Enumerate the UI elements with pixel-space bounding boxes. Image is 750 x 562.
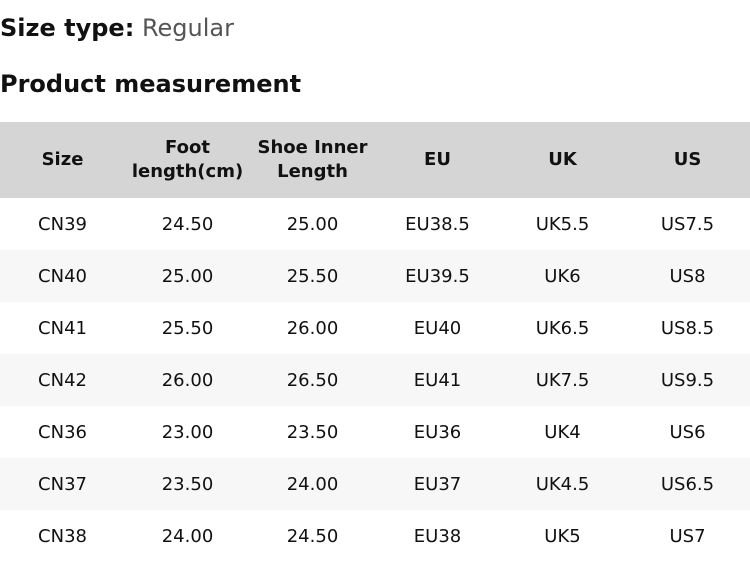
column-header: Foot length(cm) [125, 122, 250, 198]
table-cell: UK4 [544, 421, 581, 443]
table-cell: 23.50 [286, 421, 339, 443]
table-cell: CN42 [0, 354, 125, 406]
table-cell: 24.00 [161, 525, 214, 547]
table-cell: EU38.5 [405, 213, 470, 235]
column-header: Size [0, 122, 125, 198]
table-cell: 25.50 [250, 250, 375, 302]
size-type-label: Size type: [0, 14, 135, 42]
table-cell: US8.5 [660, 317, 715, 339]
section-title: Product measurement [0, 70, 302, 98]
table-cell: UK6 [500, 250, 625, 302]
table-cell: EU38 [413, 525, 462, 547]
table-cell: 26.00 [125, 354, 250, 406]
table-cell: 23.50 [125, 458, 250, 510]
size-chart-table: Size Foot length(cm) Shoe Inner Length EU UK… [0, 122, 750, 562]
table-cell: EU37 [375, 458, 500, 510]
table-cell: 26.00 [286, 317, 339, 339]
table-row: CN36 23.00 23.50 EU36 UK4 US6 [0, 406, 750, 458]
table-header-row: Size Foot length(cm) Shoe Inner Length EU UK… [0, 122, 750, 198]
table-row: CN40 25.00 25.50 EU39.5 UK6 US8 [0, 250, 750, 302]
table-cell: EU39.5 [375, 250, 500, 302]
column-header: EU [375, 122, 500, 198]
table-row: CN38 24.00 24.50 EU38 UK5 US7 [0, 510, 750, 562]
table-cell: CN39 [38, 213, 87, 235]
table-cell: 24.00 [250, 458, 375, 510]
table-cell: UK5 [544, 525, 581, 547]
table-cell: UK4.5 [500, 458, 625, 510]
table-cell: CN36 [38, 421, 87, 443]
table-cell: US6.5 [625, 458, 750, 510]
table-row: CN39 24.50 25.00 EU38.5 UK5.5 US7.5 [0, 198, 750, 250]
table-cell: US8 [625, 250, 750, 302]
table-cell: CN37 [0, 458, 125, 510]
table-cell: EU40 [413, 317, 462, 339]
size-type: Size type: Regular [0, 12, 234, 44]
column-header: US [625, 122, 750, 198]
table-cell: UK6.5 [535, 317, 590, 339]
table-cell: US9.5 [625, 354, 750, 406]
table-cell: CN41 [38, 317, 87, 339]
table-cell: 26.50 [250, 354, 375, 406]
table-cell: 23.00 [161, 421, 214, 443]
table-row: CN42 26.00 26.50 EU41 UK7.5 US9.5 [0, 354, 750, 406]
table-cell: US7 [669, 525, 706, 547]
table-cell: EU41 [375, 354, 500, 406]
column-header: UK [500, 122, 625, 198]
table-cell: 25.00 [286, 213, 339, 235]
table-cell: 25.00 [125, 250, 250, 302]
column-header: Shoe Inner Length [250, 122, 375, 198]
size-type-value: Regular [141, 14, 234, 42]
table-cell: 24.50 [161, 213, 214, 235]
table-cell: UK7.5 [500, 354, 625, 406]
table-cell: UK5.5 [535, 213, 590, 235]
table-cell: 24.50 [286, 525, 339, 547]
table-row: CN37 23.50 24.00 EU37 UK4.5 US6.5 [0, 458, 750, 510]
table-cell: CN38 [38, 525, 87, 547]
table-cell: 25.50 [161, 317, 214, 339]
table-row: CN41 25.50 26.00 EU40 UK6.5 US8.5 [0, 302, 750, 354]
table-cell: CN40 [0, 250, 125, 302]
table-cell: EU36 [413, 421, 462, 443]
table-cell: US6 [669, 421, 706, 443]
table-cell: US7.5 [660, 213, 715, 235]
